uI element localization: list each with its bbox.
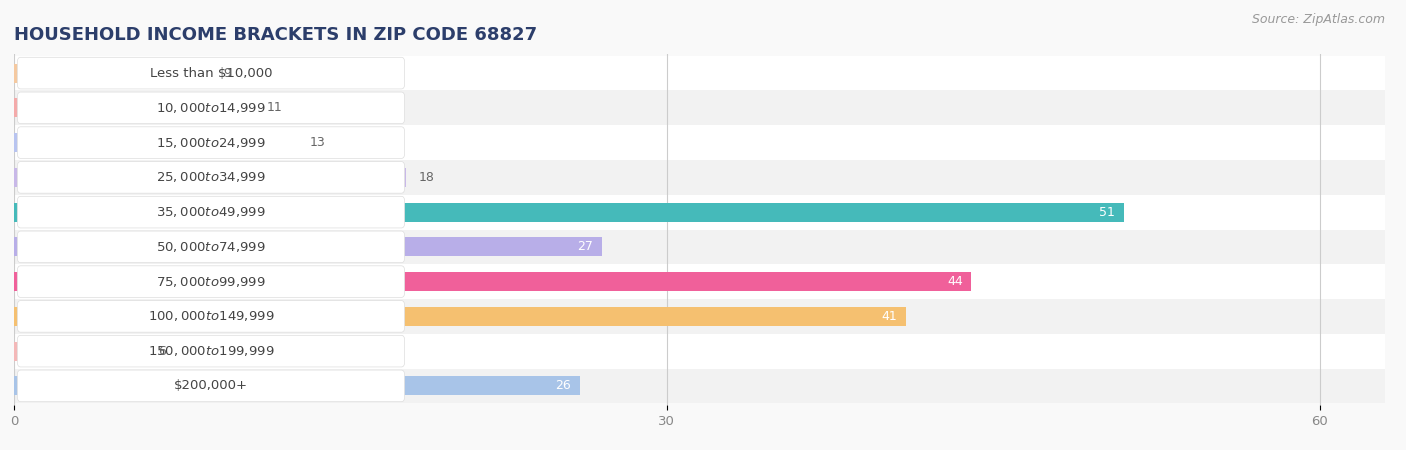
Text: 13: 13 — [309, 136, 326, 149]
Bar — [14, 376, 579, 396]
Bar — [14, 299, 1385, 334]
Bar — [14, 342, 145, 361]
FancyBboxPatch shape — [17, 162, 405, 193]
Text: $75,000 to $99,999: $75,000 to $99,999 — [156, 274, 266, 288]
FancyBboxPatch shape — [17, 231, 405, 263]
Text: 44: 44 — [948, 275, 963, 288]
Text: 51: 51 — [1099, 206, 1115, 219]
Text: $50,000 to $74,999: $50,000 to $74,999 — [156, 240, 266, 254]
FancyBboxPatch shape — [17, 196, 405, 228]
Bar — [14, 272, 972, 291]
Bar — [14, 90, 1385, 125]
FancyBboxPatch shape — [17, 335, 405, 367]
Text: $150,000 to $199,999: $150,000 to $199,999 — [148, 344, 274, 358]
Text: HOUSEHOLD INCOME BRACKETS IN ZIP CODE 68827: HOUSEHOLD INCOME BRACKETS IN ZIP CODE 68… — [14, 26, 537, 44]
Bar — [14, 202, 1123, 222]
Text: 26: 26 — [555, 379, 571, 392]
Bar — [14, 56, 1385, 90]
FancyBboxPatch shape — [17, 92, 405, 124]
Text: $100,000 to $149,999: $100,000 to $149,999 — [148, 310, 274, 324]
FancyBboxPatch shape — [17, 301, 405, 332]
Text: 41: 41 — [882, 310, 897, 323]
Text: 27: 27 — [576, 240, 593, 253]
Bar — [14, 230, 1385, 264]
Text: 11: 11 — [267, 101, 283, 114]
Bar — [14, 98, 253, 117]
Bar — [14, 195, 1385, 230]
Text: 6: 6 — [157, 345, 166, 358]
FancyBboxPatch shape — [17, 57, 405, 89]
Bar — [14, 160, 1385, 195]
Text: $10,000 to $14,999: $10,000 to $14,999 — [156, 101, 266, 115]
Bar — [14, 168, 406, 187]
FancyBboxPatch shape — [17, 127, 405, 158]
Text: Less than $10,000: Less than $10,000 — [149, 67, 273, 80]
Bar — [14, 334, 1385, 369]
Bar — [14, 125, 1385, 160]
Bar — [14, 369, 1385, 403]
Text: Source: ZipAtlas.com: Source: ZipAtlas.com — [1251, 14, 1385, 27]
FancyBboxPatch shape — [17, 266, 405, 297]
Text: $35,000 to $49,999: $35,000 to $49,999 — [156, 205, 266, 219]
Text: $25,000 to $34,999: $25,000 to $34,999 — [156, 171, 266, 184]
Bar — [14, 264, 1385, 299]
Bar — [14, 63, 209, 83]
Bar — [14, 133, 297, 152]
Bar — [14, 237, 602, 256]
Text: 18: 18 — [419, 171, 434, 184]
Text: $15,000 to $24,999: $15,000 to $24,999 — [156, 135, 266, 149]
Bar — [14, 307, 907, 326]
FancyBboxPatch shape — [17, 370, 405, 402]
Text: 9: 9 — [224, 67, 231, 80]
Text: $200,000+: $200,000+ — [174, 379, 247, 392]
